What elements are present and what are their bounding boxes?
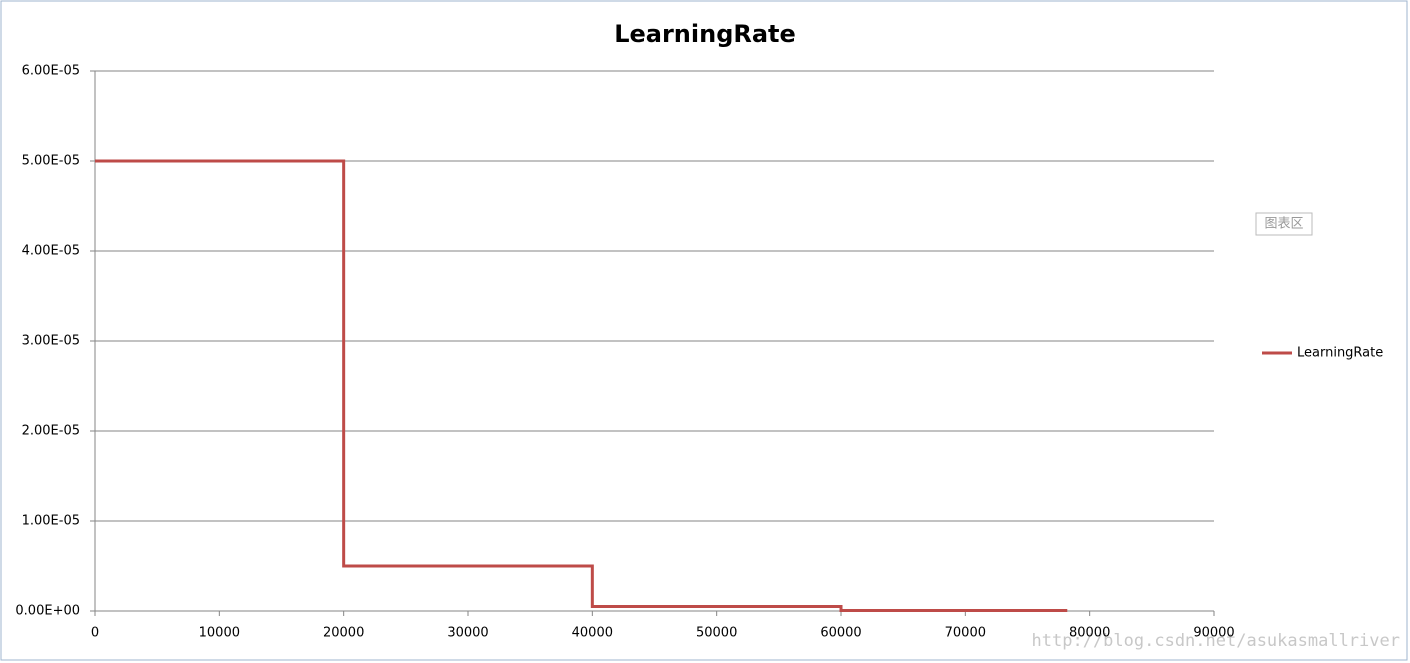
legend-label: LearningRate (1297, 346, 1383, 361)
tooltip: 图表区 (1264, 217, 1303, 232)
x-tick-label: 50000 (696, 626, 737, 641)
x-tick-label: 60000 (820, 626, 861, 641)
x-tick-label: 0 (91, 626, 99, 641)
y-tick-label: 2.00E-05 (22, 424, 80, 439)
chart-title: LearningRate (614, 20, 796, 48)
x-tick-label: 40000 (572, 626, 613, 641)
x-tick-label: 70000 (945, 626, 986, 641)
watermark: http://blog.csdn.net/asukasmallriver (1032, 631, 1400, 651)
y-tick-label: 3.00E-05 (22, 334, 80, 349)
x-tick-label: 80000 (1069, 626, 1110, 641)
y-tick-label: 4.00E-05 (22, 244, 80, 259)
x-tick-label: 90000 (1193, 626, 1234, 641)
tooltip-box (1255, 212, 1313, 236)
y-tick-label: 1.00E-05 (22, 514, 80, 529)
y-tick-label: 6.00E-05 (22, 64, 80, 79)
y-tick-label: 0.00E+00 (15, 604, 80, 619)
y-tick-label: 5.00E-05 (22, 154, 80, 169)
x-tick-label: 20000 (323, 626, 364, 641)
series-line (95, 159, 1068, 613)
x-tick-label: 30000 (447, 626, 488, 641)
x-tick-label: 10000 (199, 626, 240, 641)
